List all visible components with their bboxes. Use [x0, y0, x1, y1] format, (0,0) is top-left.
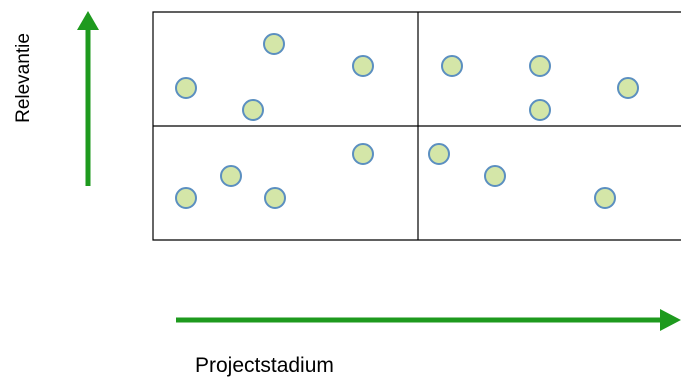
dot: [175, 187, 197, 209]
x-axis-arrow: [176, 309, 681, 331]
dot: [441, 55, 463, 77]
dot: [352, 143, 374, 165]
dot: [220, 165, 242, 187]
dots-group: [175, 33, 639, 209]
y-axis-label-text: Relevantie: [13, 33, 34, 123]
dot: [529, 55, 551, 77]
y-axis-label: Relevantie: [12, 18, 36, 138]
dot: [263, 33, 285, 55]
y-axis-arrow: [77, 11, 99, 186]
dot: [242, 99, 264, 121]
x-axis-label: Projectstadium: [195, 354, 334, 377]
dot: [529, 99, 551, 121]
dot: [617, 77, 639, 99]
dot: [484, 165, 506, 187]
dot: [264, 187, 286, 209]
dot: [428, 143, 450, 165]
dot: [594, 187, 616, 209]
quadrant-grid: [152, 11, 681, 241]
dot: [175, 77, 197, 99]
dot: [352, 55, 374, 77]
